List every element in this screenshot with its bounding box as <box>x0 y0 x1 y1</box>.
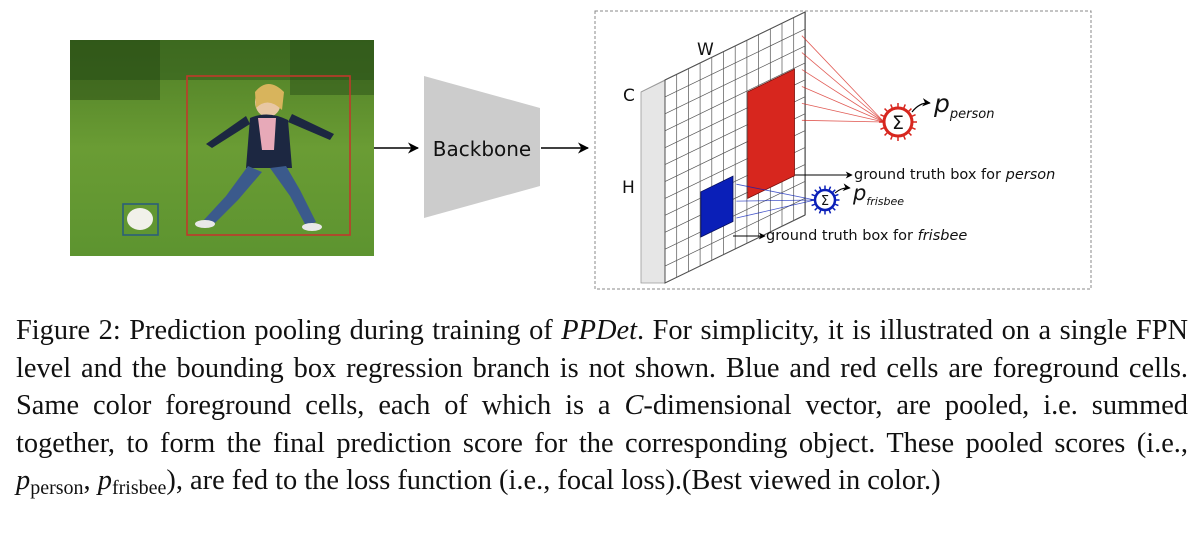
channel-label: C <box>623 86 635 106</box>
grid-line <box>664 214 806 284</box>
grid-line <box>664 11 806 81</box>
input-photo <box>70 40 374 256</box>
figure-caption: Figure 2: Prediction pooling during trai… <box>16 312 1188 508</box>
frisbee-pooling-lines <box>736 183 816 219</box>
pooling-line <box>736 199 816 202</box>
caption-sub-person: person <box>30 477 84 499</box>
height-label: H <box>622 178 635 198</box>
sum-spike <box>908 132 912 136</box>
frisbee-sum-symbol: Σ <box>821 194 829 209</box>
grid-line <box>664 180 806 250</box>
person-foreground-cells <box>747 68 795 200</box>
width-label: W <box>697 40 714 60</box>
person-sum-node: Σ <box>879 103 917 141</box>
frisbee-score-arrow <box>834 183 851 194</box>
feature-map-panel <box>594 10 1092 290</box>
sum-spike <box>890 135 893 140</box>
caption-text-1: Prediction pooling during training of <box>120 315 562 346</box>
person-sum-spikes <box>879 103 917 141</box>
person-score-label: pperson <box>933 89 994 122</box>
pooling-line <box>736 183 816 201</box>
frisbee-score-label: pfrisbee <box>852 181 904 208</box>
sum-spike <box>884 132 888 136</box>
sum-spike <box>911 127 916 130</box>
backbone-block <box>424 76 540 218</box>
frisbee-object <box>127 208 153 230</box>
caption-sub-frisbee: frisbee <box>111 477 167 499</box>
caption-text-2: . For simplicity, it is illustrated on a… <box>16 315 1188 421</box>
figure-diagram: Backbone W C H Σ pperson Σ pfrisbee grou… <box>70 10 1092 290</box>
frisbee-box <box>122 203 159 236</box>
gt-frisbee-label: ground truth box for frisbee <box>766 228 967 244</box>
backbone-label: Backbone <box>433 137 531 161</box>
sum-spike <box>890 104 893 109</box>
pooling-line <box>801 86 885 123</box>
sum-spike <box>911 114 916 117</box>
sum-spike <box>880 127 885 130</box>
sum-spike <box>884 108 888 112</box>
sum-spike <box>908 108 912 112</box>
pooling-line <box>801 102 885 123</box>
pooling-line <box>801 119 885 123</box>
caption-p-frisbee: p <box>97 465 112 496</box>
sum-spike <box>903 104 906 109</box>
caption-dimension: C <box>624 390 644 421</box>
pooling-line <box>801 35 885 123</box>
grid-line <box>664 45 806 115</box>
grid-line <box>664 28 806 98</box>
caption-comma: , <box>83 465 98 496</box>
feature-map-tensor <box>640 11 806 284</box>
frisbee-foreground-cells <box>700 175 734 238</box>
sum-spike <box>903 135 906 140</box>
pooling-line <box>801 69 885 123</box>
frisbee-sum-node: Σ <box>810 185 840 215</box>
sum-spike <box>880 114 885 117</box>
grid-line <box>664 62 806 132</box>
caption-p-person: p <box>16 465 31 496</box>
person-box <box>186 75 351 236</box>
caption-method: PPDet <box>561 315 637 346</box>
person-figure <box>195 84 334 231</box>
caption-text-4: ), are fed to the loss function (i.e., f… <box>166 465 941 496</box>
grid-line <box>664 197 806 267</box>
pooling-line <box>801 52 885 123</box>
feature-grid <box>664 11 806 284</box>
person-sum-symbol: Σ <box>892 112 904 134</box>
person-pooling-lines <box>801 35 885 123</box>
gt-person-label: ground truth box for person <box>854 167 1055 183</box>
caption-label: Figure 2: <box>16 315 121 346</box>
person-score-arrow <box>911 98 931 113</box>
caption-text-3: -dimensional vector, are pooled, i.e. su… <box>16 390 1188 459</box>
pooling-line <box>736 199 816 219</box>
